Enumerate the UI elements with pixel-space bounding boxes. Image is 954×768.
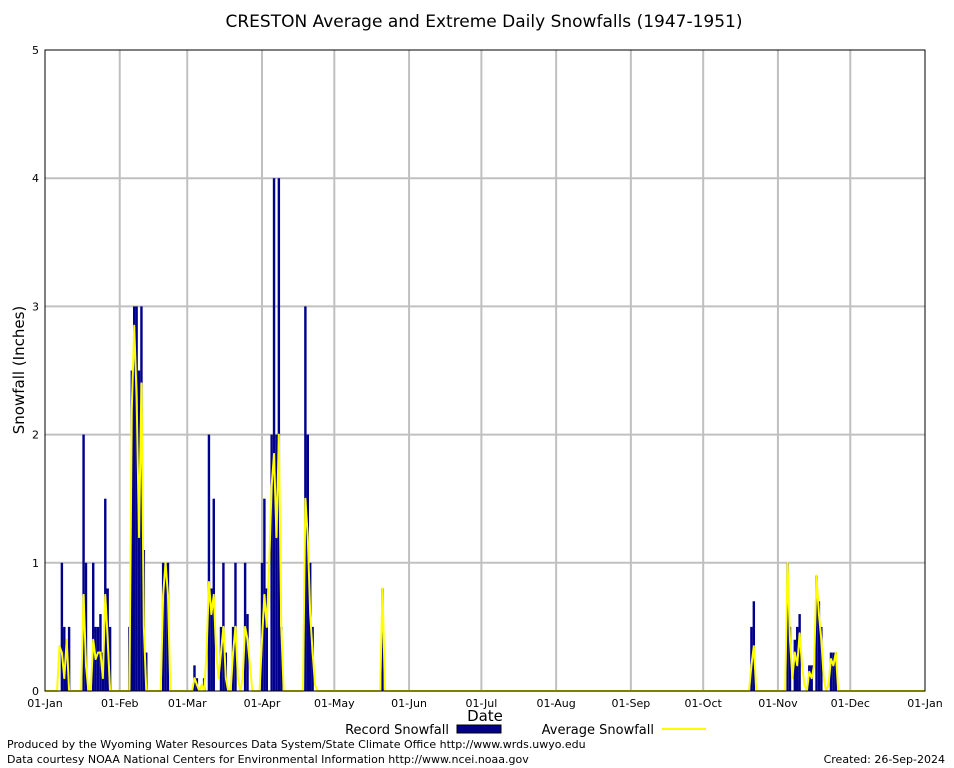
x-tick-label: 01-Mar bbox=[168, 697, 207, 710]
record-bar bbox=[280, 626, 283, 691]
x-tick-label: 01-Oct bbox=[685, 697, 723, 710]
x-tick-labels: 01-Jan 01-Feb 01-Mar 01-Apr 01-May 01-Jun 01-J… bbox=[27, 697, 943, 710]
x-tick-label: 01-Jul bbox=[465, 697, 497, 710]
record-bar bbox=[381, 588, 384, 691]
record-bar bbox=[820, 626, 823, 691]
x-tick-label: 01-Dec bbox=[831, 697, 870, 710]
record-bar bbox=[834, 652, 837, 691]
x-tick-label: 01-Jan bbox=[907, 697, 943, 710]
legend-average-label: Average Snowfall bbox=[542, 723, 654, 738]
record-bar bbox=[207, 434, 211, 691]
legend: Record Snowfall Average Snowfall bbox=[345, 723, 706, 738]
record-bar bbox=[164, 562, 167, 691]
legend-record-label: Record Snowfall bbox=[345, 723, 449, 738]
record-bar bbox=[135, 306, 138, 691]
x-tick-label: 01-Jan bbox=[27, 697, 63, 710]
y-tick-label: 5 bbox=[32, 44, 39, 57]
x-tick-label: 01-Feb bbox=[101, 697, 138, 710]
x-tick-label: 01-May bbox=[314, 697, 355, 710]
record-bar bbox=[84, 562, 88, 691]
average-snowfall-line bbox=[45, 324, 925, 692]
y-tick-label: 4 bbox=[32, 172, 39, 185]
footer-produced-by: Produced by the Wyoming Water Resources … bbox=[7, 738, 586, 751]
x-axis-label: Date bbox=[467, 707, 503, 725]
record-bar bbox=[130, 370, 133, 691]
y-tick-label: 0 bbox=[32, 685, 39, 698]
grid-lines bbox=[45, 50, 925, 691]
x-tick-label: 01-Nov bbox=[758, 697, 798, 710]
x-tick-label: 01-Sep bbox=[612, 697, 651, 710]
average-line-group bbox=[45, 324, 925, 692]
record-bar bbox=[817, 601, 821, 691]
record-bar bbox=[246, 614, 249, 691]
record-bar bbox=[832, 652, 835, 691]
chart-title: CRESTON Average and Extreme Daily Snowfa… bbox=[226, 12, 743, 32]
y-tick-label: 1 bbox=[32, 557, 39, 570]
footer-courtesy: Data courtesy NOAA National Centers for … bbox=[7, 753, 529, 766]
record-bar bbox=[829, 652, 833, 691]
record-bar bbox=[265, 588, 269, 691]
record-bar bbox=[270, 434, 273, 691]
record-bar bbox=[60, 562, 64, 691]
record-bar bbox=[272, 178, 276, 691]
x-tick-label: 01-Apr bbox=[244, 697, 281, 710]
y-tick-label: 3 bbox=[32, 300, 39, 313]
x-tick-label: 01-Jun bbox=[391, 697, 427, 710]
record-bar bbox=[133, 306, 136, 691]
y-tick-label: 2 bbox=[32, 429, 39, 442]
record-bar bbox=[63, 626, 66, 691]
record-bar bbox=[140, 306, 143, 691]
record-bar bbox=[786, 562, 789, 691]
record-bar bbox=[82, 434, 85, 691]
record-bar bbox=[798, 614, 801, 691]
plot-frame bbox=[44, 49, 926, 692]
y-axis-label: Snowfall (Inches) bbox=[10, 306, 28, 434]
legend-record-swatch bbox=[456, 724, 502, 734]
record-bar bbox=[108, 626, 112, 691]
record-bar bbox=[275, 434, 278, 691]
footer-created: Created: 26-Sep-2024 bbox=[823, 753, 945, 766]
x-tick-label: 01-Aug bbox=[537, 697, 576, 710]
record-bar bbox=[815, 575, 818, 691]
y-tick-labels: 0 1 2 3 4 5 bbox=[32, 44, 39, 698]
record-bar bbox=[210, 588, 213, 691]
record-bar bbox=[793, 639, 797, 691]
record-bar bbox=[65, 652, 68, 691]
record-bar bbox=[96, 626, 100, 691]
record-bar bbox=[67, 626, 71, 691]
record-bar bbox=[92, 562, 95, 691]
record-bar bbox=[788, 626, 792, 691]
